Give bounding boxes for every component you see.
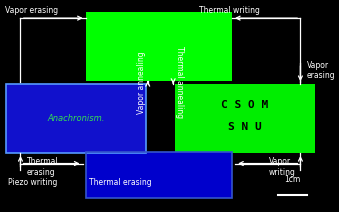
Text: Vapor
writing: Vapor writing bbox=[268, 157, 296, 177]
Text: Vapor erasing: Vapor erasing bbox=[4, 6, 58, 15]
Text: Thermal writing: Thermal writing bbox=[199, 6, 259, 15]
Text: Vapor
erasing: Vapor erasing bbox=[307, 61, 335, 80]
Bar bbox=[175, 84, 315, 153]
Bar bbox=[86, 152, 232, 198]
Text: S N U: S N U bbox=[228, 122, 262, 132]
Bar bbox=[6, 84, 146, 153]
Bar bbox=[86, 12, 232, 81]
Text: 1cm: 1cm bbox=[284, 176, 301, 184]
Text: C S O M: C S O M bbox=[221, 100, 268, 110]
Text: Piezo writing: Piezo writing bbox=[8, 178, 57, 187]
Text: Thermal erasing: Thermal erasing bbox=[89, 178, 152, 187]
Text: Thermal annealing: Thermal annealing bbox=[175, 46, 184, 119]
Bar bbox=[86, 152, 232, 198]
Text: Vapor annealing: Vapor annealing bbox=[137, 51, 146, 114]
Text: Thermal
erasing: Thermal erasing bbox=[27, 157, 58, 177]
Bar bbox=[6, 84, 146, 153]
Text: Anachronism.: Anachronism. bbox=[47, 114, 105, 123]
